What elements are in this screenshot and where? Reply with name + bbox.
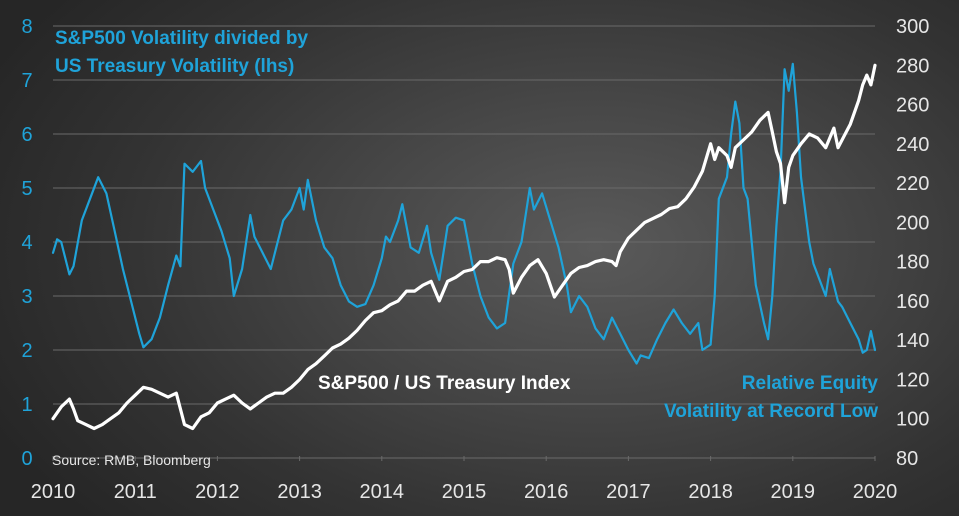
record-low-annotation-line2: Volatility at Record Low <box>664 401 878 422</box>
right-axis-tick-label: 180 <box>896 252 929 274</box>
record-low-annotation-line1: Relative Equity <box>742 373 879 394</box>
right-axis-tick-label: 240 <box>896 134 929 156</box>
right-axis-tick-label: 120 <box>896 369 929 391</box>
left-axis-tick-label: 2 <box>21 340 32 362</box>
x-axis-tick-label: 2013 <box>277 481 322 503</box>
x-axis-tick-label: 2011 <box>114 481 157 503</box>
right-axis-tick-label: 200 <box>896 212 929 234</box>
left-axis-tick-label: 8 <box>21 16 32 38</box>
right-axis-tick-label: 220 <box>896 173 929 195</box>
x-axis-tick-label: 2017 <box>606 481 651 503</box>
series-layer <box>51 62 877 431</box>
left-axis-tick-label: 3 <box>21 286 32 308</box>
left-axis-title-line1: S&P500 Volatility divided by <box>55 28 308 49</box>
left-axis-tick-label: 5 <box>21 178 32 200</box>
right-axis-tick-label: 300 <box>896 16 929 38</box>
x-axis-tick-label: 2019 <box>771 481 816 503</box>
right-axis-tick-label: 280 <box>896 55 929 77</box>
source-note: Source: RMB, Bloomberg <box>52 452 211 468</box>
left-axis-title-line2: US Treasury Volatility (lhs) <box>55 56 294 77</box>
index-series-label: S&P500 / US Treasury Index <box>318 373 571 394</box>
right-axis-tick-label: 100 <box>896 409 929 431</box>
x-axis-ticks: 2010 2011 2012 2013 2014 2015 2016 2017 2018 2019… <box>31 456 898 503</box>
x-axis-tick-label: 2016 <box>524 481 569 503</box>
left-axis-tick-label: 0 <box>21 448 32 470</box>
x-axis-tick-label: 2010 <box>31 481 76 503</box>
left-axis-tick-label: 1 <box>21 394 32 416</box>
left-axis-tick-label: 7 <box>21 70 32 92</box>
left-axis-tick-label: 6 <box>21 124 32 146</box>
left-axis-ticks: 0 1 2 3 4 5 6 7 8 <box>21 16 32 470</box>
x-axis-tick-label: 2014 <box>360 481 405 503</box>
x-axis-tick-label: 2012 <box>195 481 240 503</box>
x-axis-tick-label: 2015 <box>442 481 487 503</box>
gridlines <box>53 25 875 459</box>
right-axis-ticks: 80 100 120 140 160 180 200 220 240 260 280 300 <box>896 16 929 470</box>
right-axis-tick-label: 260 <box>896 95 929 117</box>
right-axis-tick-label: 160 <box>896 291 929 313</box>
sp500-treasury-index-line <box>51 63 877 431</box>
x-axis-tick-label: 2020 <box>853 481 898 503</box>
left-axis-tick-label: 4 <box>21 232 32 254</box>
volatility-ratio-line <box>51 62 877 365</box>
x-axis-tick-label: 2018 <box>688 481 733 503</box>
right-axis-tick-label: 140 <box>896 330 929 352</box>
right-axis-tick-label: 80 <box>896 448 918 470</box>
